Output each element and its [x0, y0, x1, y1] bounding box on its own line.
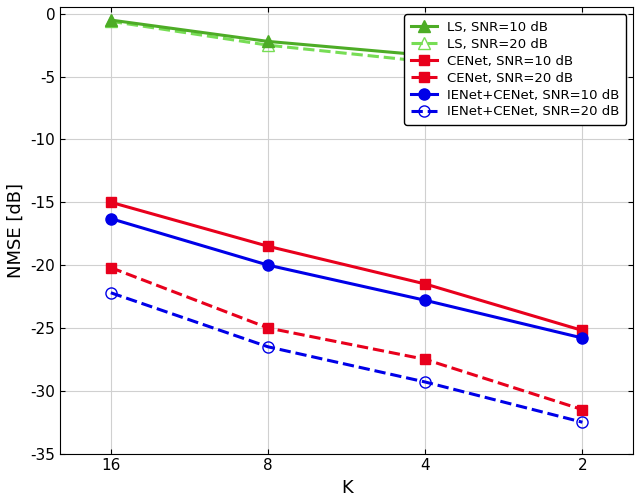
LS, SNR=20 dB — [264, 42, 272, 48]
CENet, SNR=10 dB — [421, 281, 429, 287]
LS, SNR=20 dB — [579, 99, 586, 105]
LS, SNR=20 dB — [107, 18, 115, 24]
IENet+CENet, SNR=10 dB — [421, 297, 429, 303]
X-axis label: K: K — [340, 479, 353, 497]
CENet, SNR=20 dB — [579, 407, 586, 413]
Line: LS, SNR=10 dB: LS, SNR=10 dB — [104, 14, 589, 89]
IENet+CENet, SNR=10 dB — [264, 262, 272, 268]
Line: IENet+CENet, SNR=10 dB: IENet+CENet, SNR=10 dB — [106, 213, 588, 344]
Line: LS, SNR=20 dB: LS, SNR=20 dB — [104, 15, 589, 108]
LS, SNR=10 dB — [579, 80, 586, 86]
CENet, SNR=10 dB — [107, 199, 115, 205]
IENet+CENet, SNR=20 dB — [579, 419, 586, 425]
IENet+CENet, SNR=10 dB — [579, 335, 586, 341]
Line: CENet, SNR=20 dB: CENet, SNR=20 dB — [106, 263, 588, 414]
Legend: LS, SNR=10 dB, LS, SNR=20 dB, CENet, SNR=10 dB, CENet, SNR=20 dB, IENet+CENet, S: LS, SNR=10 dB, LS, SNR=20 dB, CENet, SNR… — [404, 14, 627, 125]
CENet, SNR=10 dB — [579, 328, 586, 334]
CENet, SNR=10 dB — [264, 243, 272, 249]
Line: IENet+CENet, SNR=20 dB: IENet+CENet, SNR=20 dB — [106, 287, 588, 428]
LS, SNR=10 dB — [107, 17, 115, 23]
LS, SNR=20 dB — [421, 58, 429, 65]
Y-axis label: NMSE [dB]: NMSE [dB] — [7, 183, 25, 278]
LS, SNR=10 dB — [264, 38, 272, 44]
IENet+CENet, SNR=10 dB — [107, 216, 115, 222]
CENet, SNR=20 dB — [107, 265, 115, 271]
LS, SNR=10 dB — [421, 52, 429, 58]
Line: CENet, SNR=10 dB: CENet, SNR=10 dB — [106, 198, 588, 335]
IENet+CENet, SNR=20 dB — [107, 290, 115, 296]
IENet+CENet, SNR=20 dB — [264, 344, 272, 350]
CENet, SNR=20 dB — [421, 356, 429, 362]
CENet, SNR=20 dB — [264, 325, 272, 331]
IENet+CENet, SNR=20 dB — [421, 379, 429, 385]
